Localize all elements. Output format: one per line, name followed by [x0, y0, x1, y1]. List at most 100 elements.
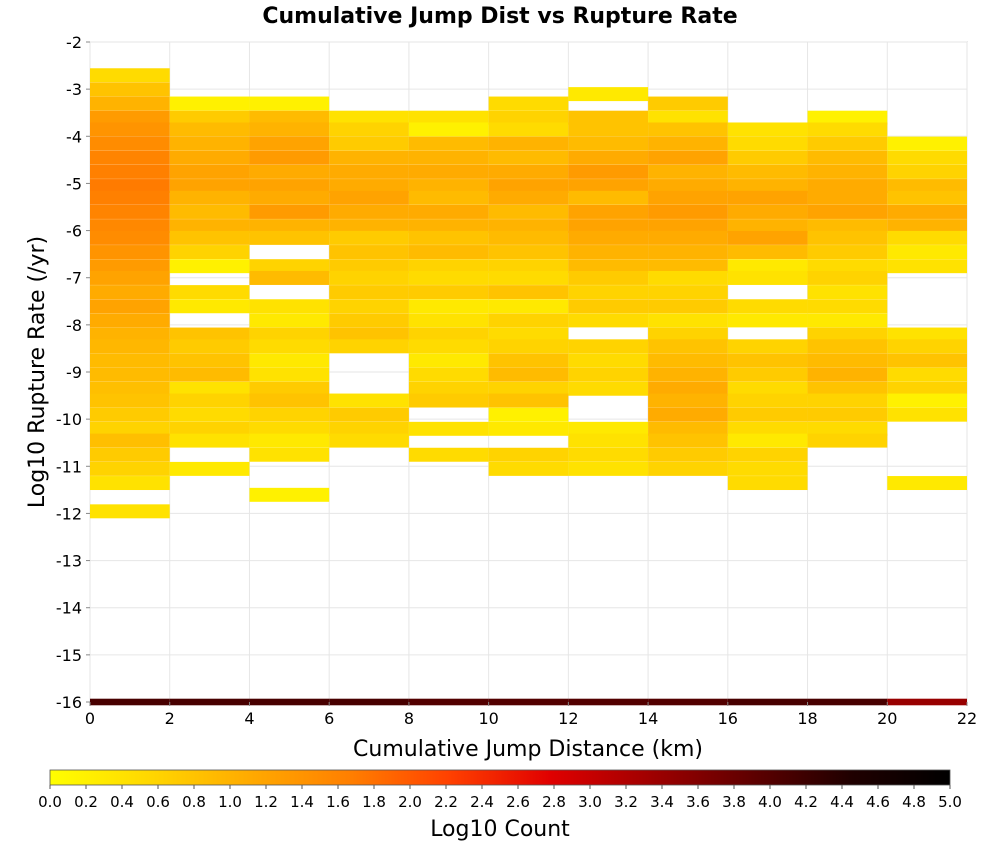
heatmap-cell	[90, 136, 170, 151]
heatmap-cell	[488, 447, 569, 462]
heatmap-cell	[329, 407, 409, 422]
heatmap-cell	[807, 136, 888, 151]
heatmap-cell	[249, 339, 330, 354]
heatmap-cell	[648, 299, 728, 314]
heatmap-cell	[90, 230, 170, 245]
heatmap-cell	[169, 190, 250, 205]
heatmap-cell	[807, 381, 888, 396]
y-tick-label: -4	[66, 127, 82, 146]
heatmap-cell	[329, 110, 409, 125]
heatmap-cell	[648, 339, 728, 354]
heatmap-cell-bottom	[727, 698, 808, 706]
heatmap-cell	[568, 270, 649, 285]
heatmap-cell	[329, 179, 409, 194]
heatmap-cell	[648, 164, 728, 179]
heatmap-cell	[568, 421, 649, 436]
heatmap-cell	[408, 122, 489, 137]
heatmap-cell	[648, 313, 728, 328]
heatmap-cell	[329, 164, 409, 179]
colorbar-tick-label: 3.4	[650, 793, 674, 811]
heatmap-cell	[807, 219, 888, 234]
heatmap-cell	[90, 96, 170, 111]
colorbar-tick-label: 1.4	[290, 793, 314, 811]
heatmap-cell	[887, 476, 967, 491]
x-tick-label: 4	[244, 709, 254, 728]
y-tick-label: -5	[66, 174, 82, 193]
heatmap-cell	[329, 190, 409, 205]
heatmap-cell	[887, 353, 967, 368]
colorbar-tick-label: 5.0	[938, 793, 962, 811]
heatmap-cell	[249, 353, 330, 368]
colorbar	[49, 769, 951, 786]
heatmap-cell	[727, 204, 808, 219]
heatmap-cell	[488, 313, 569, 328]
heatmap-cell	[90, 179, 170, 194]
heatmap-cell	[249, 190, 330, 205]
heatmap-cell	[807, 179, 888, 194]
x-tick-label: 10	[478, 709, 498, 728]
heatmap-cell	[648, 270, 728, 285]
colorbar-tick-label: 3.2	[614, 793, 638, 811]
heatmap-cell	[408, 393, 489, 408]
heatmap-cell	[169, 204, 250, 219]
heatmap-cell	[488, 136, 569, 151]
heatmap-cell	[807, 259, 888, 274]
heatmap-cell	[169, 327, 250, 342]
heatmap-cell	[568, 204, 649, 219]
heatmap-cell	[169, 136, 250, 151]
heatmap-cell	[408, 245, 489, 260]
y-tick-label: -9	[66, 363, 82, 382]
heatmap-cell	[90, 367, 170, 382]
heatmap-cell	[249, 204, 330, 219]
x-tick-label: 12	[558, 709, 578, 728]
heatmap-cell	[408, 150, 489, 165]
heatmap-cell	[807, 393, 888, 408]
colorbar-tick-label: 4.2	[794, 793, 818, 811]
heatmap-cell	[169, 179, 250, 194]
heatmap-cell	[807, 190, 888, 205]
heatmap-cell	[329, 259, 409, 274]
heatmap-cell	[90, 285, 170, 300]
heatmap-cell	[488, 122, 569, 137]
x-axis-ticks: 0 2 4 6 8 10 12 14 16 18 20 22	[85, 702, 977, 728]
heatmap-cell	[249, 433, 330, 448]
heatmap-cell	[90, 245, 170, 260]
heatmap-cell	[90, 433, 170, 448]
heatmap-cell	[90, 353, 170, 368]
heatmap-cell-bottom	[249, 698, 330, 706]
colorbar-tick-label: 2.6	[506, 793, 530, 811]
colorbar-tick-label: 0.0	[38, 793, 62, 811]
heatmap-cell	[329, 421, 409, 436]
heatmap-cell	[887, 393, 967, 408]
heatmap-cell	[648, 353, 728, 368]
colorbar-tick-label: 1.2	[254, 793, 278, 811]
heatmap-cell	[408, 367, 489, 382]
heatmap-cell	[807, 353, 888, 368]
heatmap-cell-bottom	[408, 698, 489, 706]
heatmap-cell	[807, 150, 888, 165]
heatmap-cell	[90, 150, 170, 165]
heatmap-cell	[887, 245, 967, 260]
heatmap-cell	[727, 122, 808, 137]
heatmap-cell	[488, 230, 569, 245]
heatmap-cell	[568, 381, 649, 396]
heatmap-cell	[807, 204, 888, 219]
heatmap-cell	[727, 407, 808, 422]
heatmap-cell	[488, 270, 569, 285]
heatmap-cell	[887, 367, 967, 382]
heatmap-cell	[727, 476, 808, 491]
heatmap-cell	[90, 164, 170, 179]
heatmap-cell	[169, 122, 250, 137]
heatmap-cell	[807, 433, 888, 448]
heatmap-cell	[488, 179, 569, 194]
heatmap-cell-bottom	[488, 698, 569, 706]
heatmap-cell	[568, 353, 649, 368]
heatmap-cell	[90, 299, 170, 314]
colorbar-tick-label: 2.0	[398, 793, 422, 811]
heatmap-cell	[568, 87, 649, 102]
colorbar-tick-label: 4.8	[902, 793, 926, 811]
heatmap-cell	[249, 110, 330, 125]
heatmap-cell	[90, 190, 170, 205]
heatmap-cell	[568, 245, 649, 260]
colorbar-tick-label: 3.0	[578, 793, 602, 811]
